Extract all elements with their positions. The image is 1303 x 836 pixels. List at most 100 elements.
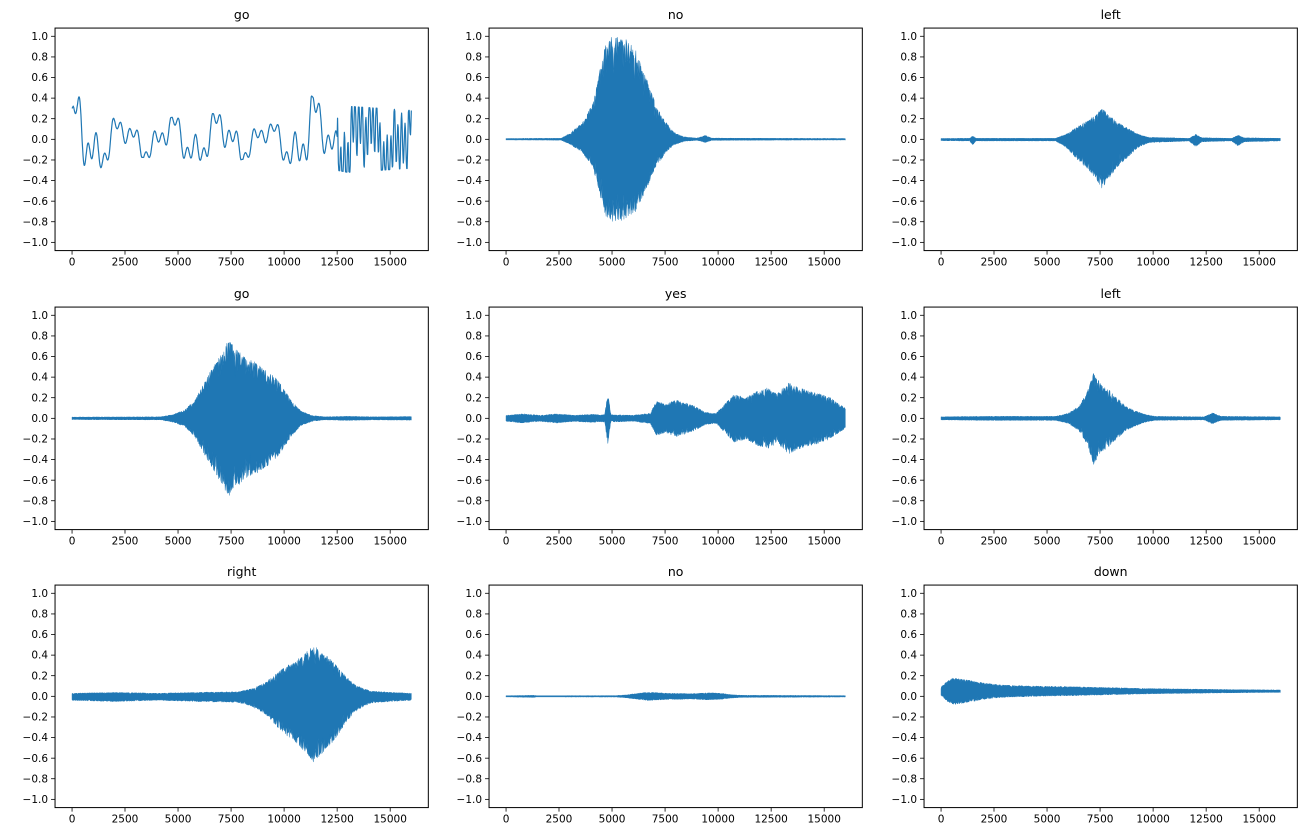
y-tick-label: 0.2	[31, 671, 48, 683]
waveform-path	[506, 37, 846, 222]
x-tick-label: 5000	[599, 535, 626, 547]
x-tick-label: 12500	[320, 814, 353, 826]
y-tick-label: 0.0	[900, 134, 917, 146]
x-tick-label: 12500	[755, 257, 788, 269]
y-tick-label: 0.8	[900, 52, 917, 64]
x-tick-label: 0	[69, 535, 76, 547]
waveform-path	[71, 341, 412, 496]
y-tick-label: 1.0	[466, 310, 483, 322]
x-tick-label: 15000	[374, 535, 407, 547]
y-tick-label: 0.6	[466, 629, 483, 641]
x-tick-label: 15000	[808, 535, 841, 547]
y-tick-label: 0.6	[31, 351, 48, 363]
x-tick-label: 12500	[1189, 257, 1222, 269]
x-tick-label: 5000	[1033, 535, 1060, 547]
y-tick-label: 0.0	[466, 413, 483, 425]
x-tick-label: 10000	[702, 535, 735, 547]
x-tick-label: 0	[503, 257, 510, 269]
waveform-plot: 1.0 0.8 0.6 0.4 0.2 0.0 −0.2 −0.4 −0.6 −0.8 −1.0 0 2…	[457, 564, 864, 826]
plot-title: no	[668, 7, 684, 22]
y-tick-label: −0.8	[457, 216, 482, 228]
subplot-no-1: 1.0 0.8 0.6 0.4 0.2 0.0 −0.2 −0.4 −0.6 −0.8 −1.0 0 2…	[434, 0, 868, 279]
y-tick-label: −0.4	[23, 175, 49, 187]
x-tick-label: 7500	[1086, 535, 1113, 547]
x-tick-label: 2500	[112, 535, 139, 547]
x-tick-label: 2500	[980, 814, 1007, 826]
y-tick-label: 0.4	[31, 650, 48, 662]
waveform-plot: 1.0 0.8 0.6 0.4 0.2 0.0 −0.2 −0.4 −0.6 −0.8 −1.0 0 2…	[891, 286, 1298, 547]
y-tick-label: 0.0	[31, 413, 48, 425]
y-tick-label: −0.4	[891, 732, 917, 744]
x-tick-label: 5000	[165, 535, 192, 547]
axes-frame	[923, 306, 1298, 530]
y-tick-label: 1.0	[466, 31, 483, 43]
axes-frame	[923, 584, 1298, 809]
y-tick-label: 1.0	[900, 31, 917, 43]
y-tick-label: −1.0	[891, 516, 916, 528]
x-tick-label: 5000	[599, 814, 626, 826]
waveform-path	[506, 692, 846, 702]
y-tick-label: −0.6	[457, 474, 483, 486]
waveform-path	[940, 678, 1281, 705]
plot-axes: 1.0 0.8 0.6 0.4 0.2 0.0 −0.2 −0.4 −0.6 −0.8 −1.0 0 2…	[891, 306, 1298, 547]
y-tick-label: 0.6	[31, 629, 48, 641]
y-tick-label: 0.4	[31, 371, 48, 383]
x-tick-label: 7500	[218, 257, 245, 269]
subplot-left-2: 1.0 0.8 0.6 0.4 0.2 0.0 −0.2 −0.4 −0.6 −0.8 −1.0 0 2…	[869, 279, 1303, 558]
y-tick-label: 0.8	[31, 330, 48, 342]
y-tick-label: −0.6	[23, 474, 49, 486]
y-tick-label: −1.0	[23, 237, 48, 249]
y-tick-label: 1.0	[31, 310, 48, 322]
plot-title: down	[1093, 564, 1127, 579]
y-tick-label: −0.4	[457, 175, 483, 187]
y-tick-label: 0.2	[900, 113, 917, 125]
y-tick-label: −0.8	[23, 495, 48, 507]
plot-axes: 1.0 0.8 0.6 0.4 0.2 0.0 −0.2 −0.4 −0.6 −0.8 −1.0 0 2…	[891, 27, 1298, 269]
x-tick-label: 10000	[267, 257, 300, 269]
y-tick-label: 0.4	[900, 93, 917, 105]
y-tick-label: −0.6	[457, 196, 483, 208]
y-tick-label: 1.0	[900, 310, 917, 322]
y-tick-label: 0.0	[31, 134, 48, 146]
y-tick-label: −0.4	[457, 454, 483, 466]
y-tick-label: 0.4	[900, 650, 917, 662]
x-tick-label: 10000	[267, 535, 300, 547]
x-tick-label: 2500	[546, 814, 573, 826]
x-tick-label: 0	[937, 814, 944, 826]
plot-axes: 1.0 0.8 0.6 0.4 0.2 0.0 −0.2 −0.4 −0.6 −0.8 −1.0 0 2…	[23, 584, 429, 826]
y-tick-label: 0.4	[466, 650, 483, 662]
waveform-path	[71, 95, 412, 173]
y-tick-label: 0.2	[31, 113, 48, 125]
x-tick-label: 12500	[1189, 814, 1222, 826]
y-tick-label: 0.2	[900, 671, 917, 683]
waveform-path	[71, 647, 412, 763]
subplot-no-2: 1.0 0.8 0.6 0.4 0.2 0.0 −0.2 −0.4 −0.6 −0.8 −1.0 0 2…	[434, 557, 868, 836]
y-tick-label: −0.2	[891, 433, 916, 445]
y-tick-label: −1.0	[457, 794, 482, 806]
y-tick-label: −0.2	[457, 433, 482, 445]
x-tick-label: 5000	[165, 814, 192, 826]
y-tick-label: −0.4	[891, 454, 917, 466]
y-tick-label: −0.6	[891, 753, 917, 765]
y-tick-label: −1.0	[23, 516, 48, 528]
y-tick-label: −0.2	[23, 155, 48, 167]
plot-title: go	[234, 286, 250, 301]
y-tick-label: −0.6	[23, 753, 49, 765]
y-tick-label: 0.6	[31, 72, 48, 84]
y-tick-label: 1.0	[31, 31, 48, 43]
waveform-path	[940, 109, 1281, 189]
y-tick-label: −1.0	[891, 237, 916, 249]
x-tick-label: 0	[503, 814, 510, 826]
y-tick-label: 0.6	[900, 629, 917, 641]
y-tick-label: 0.8	[466, 52, 483, 64]
x-tick-label: 2500	[546, 257, 573, 269]
subplot-right: 1.0 0.8 0.6 0.4 0.2 0.0 −0.2 −0.4 −0.6 −0.8 −1.0 0 2…	[0, 557, 434, 836]
x-tick-label: 10000	[267, 814, 300, 826]
x-tick-label: 7500	[218, 814, 245, 826]
x-tick-label: 2500	[112, 257, 139, 269]
y-tick-label: −0.6	[23, 196, 49, 208]
y-tick-label: 0.6	[466, 72, 483, 84]
x-tick-label: 15000	[1242, 814, 1275, 826]
axes-frame	[54, 27, 429, 252]
subplot-go-1: 1.0 0.8 0.6 0.4 0.2 0.0 −0.2 −0.4 −0.6 −0.8 −1.0 0 2…	[0, 0, 434, 279]
